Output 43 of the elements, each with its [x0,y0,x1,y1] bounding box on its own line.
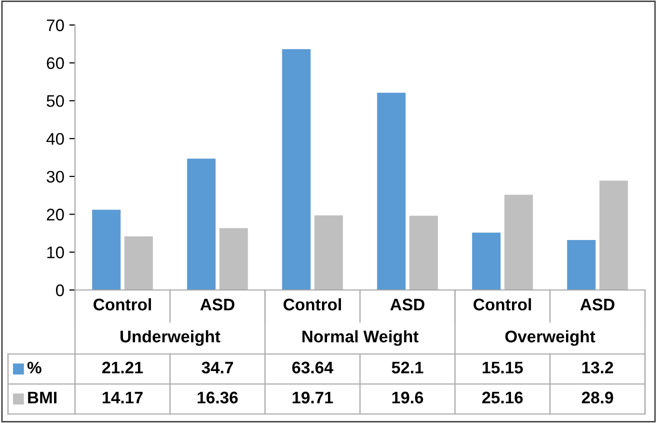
y-tick-label: 20 [46,208,64,220]
data-label: 21.21 [102,362,143,374]
x-tick-label: ASD [390,298,424,310]
bar [472,232,501,290]
bar [567,240,596,290]
data-label: 34.7 [202,362,233,374]
text: Overweight [505,330,596,346]
data-label: 52.1 [392,362,424,374]
y-tick-label: 0 [56,284,64,296]
y-tick-label: 70 [46,19,64,32]
bar [124,236,153,290]
x-tick-label: Control [284,298,341,310]
x-tick-label: ASD [200,298,234,310]
bar [504,194,533,290]
bar [409,216,438,290]
data-label: 19.6 [392,392,424,404]
legend-label: BMI [28,392,56,404]
data-label: 14.17 [102,392,143,404]
y-tick-label: 40 [46,132,64,145]
legend-label: % [27,362,42,374]
y-tick-label: 50 [46,95,64,107]
bar [377,92,406,290]
data-label: 63.64 [292,362,334,374]
y-tick-label: 30 [46,170,64,183]
data-label: 28.9 [582,392,614,404]
text: Underweight [120,330,220,346]
bar [187,158,216,290]
bar [282,49,311,290]
data-label: 25.16 [482,392,523,404]
bar [314,215,343,290]
x-tick-label: Control [474,298,531,310]
y-tick-label: 60 [46,57,64,70]
data-label: 15.15 [482,362,523,374]
bar [219,228,248,290]
text: Normal Weight [302,330,418,346]
x-tick-label: Control [94,298,151,310]
bar [92,210,121,290]
data-label: 19.71 [292,392,333,404]
bar [599,180,628,290]
data-label: 13.2 [582,362,614,374]
y-tick-label: 10 [47,246,64,258]
x-tick-label: ASD [580,298,614,310]
data-label: 16.36 [198,392,238,404]
